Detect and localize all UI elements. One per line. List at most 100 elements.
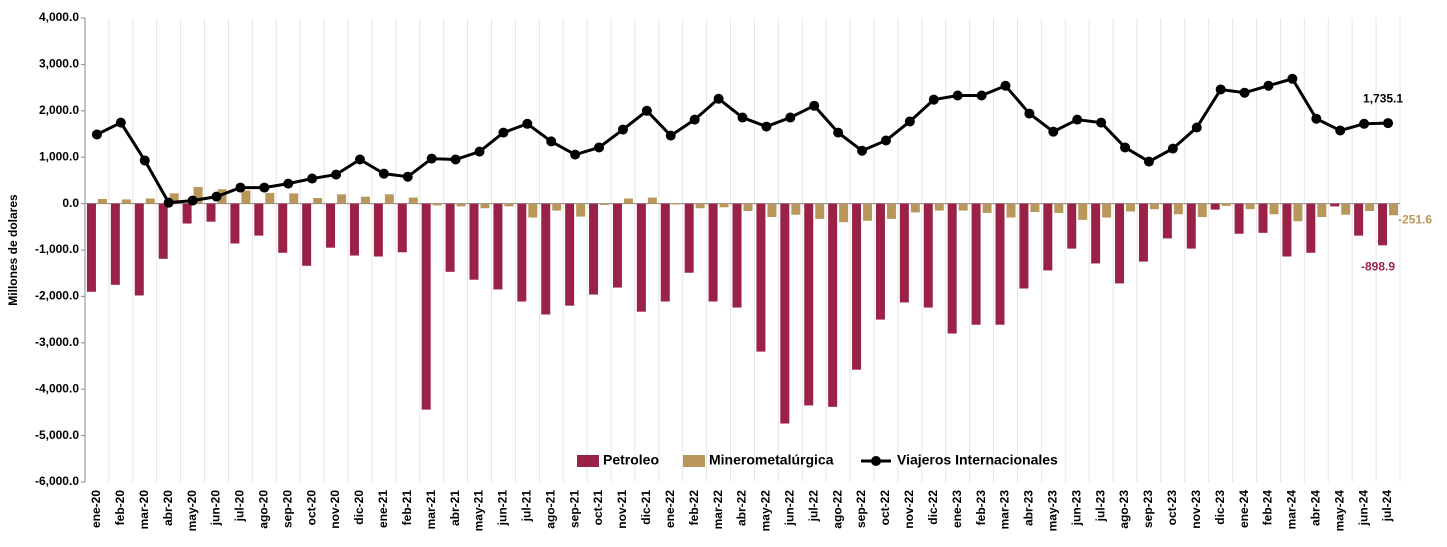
x-tick-label: may-20 — [185, 490, 199, 532]
bar — [517, 203, 527, 302]
marker — [115, 117, 126, 128]
marker — [259, 182, 270, 193]
bar — [791, 203, 801, 215]
bar — [313, 198, 323, 204]
marker — [1024, 108, 1035, 119]
bar — [982, 203, 992, 213]
bar — [349, 203, 359, 256]
bar — [780, 203, 790, 424]
marker — [928, 94, 939, 105]
bar — [302, 203, 312, 266]
bar — [1341, 203, 1351, 215]
y-tick-label: 2,000.0 — [39, 103, 79, 117]
x-tick-label: sep-21 — [567, 490, 581, 528]
marker — [1215, 84, 1226, 95]
bar — [182, 203, 192, 224]
bar — [899, 203, 909, 303]
bar — [1389, 203, 1399, 216]
bar — [695, 203, 705, 209]
bar — [397, 203, 407, 253]
x-tick-label: abr-23 — [1022, 490, 1036, 526]
bar — [576, 203, 586, 217]
x-tick-label: may-23 — [1045, 490, 1059, 532]
x-tick-label: oct-20 — [304, 490, 318, 526]
bar — [1162, 203, 1172, 239]
marker — [1000, 80, 1011, 91]
bar — [623, 198, 633, 204]
legend-label: Viajeros Internacionales — [897, 452, 1058, 468]
x-tick-label: mar-21 — [424, 490, 438, 530]
marker — [1263, 80, 1274, 91]
marker — [163, 197, 174, 208]
x-tick-label: sep-20 — [280, 490, 294, 528]
bar — [708, 203, 718, 302]
x-tick-label: jun-21 — [496, 490, 510, 527]
marker — [402, 171, 413, 182]
marker — [641, 105, 652, 116]
x-tick-label: jun-20 — [209, 490, 223, 527]
bar — [671, 203, 681, 205]
x-tick-label: jul-22 — [806, 490, 820, 523]
bar — [134, 203, 144, 296]
marker — [1120, 142, 1131, 153]
bar — [206, 203, 216, 222]
legend-label: Petroleo — [603, 452, 659, 468]
bar — [1043, 203, 1053, 271]
bar — [1186, 203, 1196, 249]
y-tick-label: -2,000.0 — [35, 289, 79, 303]
data-label: 1,735.1 — [1363, 91, 1403, 105]
x-tick-label: dic-21 — [639, 490, 653, 525]
x-tick-label: jul-23 — [1093, 490, 1107, 523]
x-tick-label: oct-21 — [591, 490, 605, 526]
bar — [828, 203, 838, 407]
bar — [1234, 203, 1244, 234]
marker — [833, 127, 844, 138]
marker — [211, 191, 222, 202]
bar — [373, 203, 383, 257]
x-tick-label: mar-22 — [711, 490, 725, 530]
marker — [450, 154, 461, 165]
x-tick-label: sep-22 — [854, 490, 868, 528]
bar — [923, 203, 933, 308]
x-tick-label: nov-23 — [1189, 490, 1203, 529]
bar — [158, 203, 168, 259]
x-tick-label: oct-23 — [1165, 490, 1179, 526]
marker — [546, 136, 557, 147]
bar — [732, 203, 742, 308]
bar — [1115, 203, 1125, 284]
bar — [1138, 203, 1148, 262]
bar — [217, 189, 227, 204]
bar — [995, 203, 1005, 325]
bar — [1091, 203, 1101, 264]
x-tick-label: nov-20 — [328, 490, 342, 529]
x-tick-label: jun-22 — [782, 490, 796, 527]
bar — [528, 203, 538, 218]
marker — [570, 149, 581, 160]
bar — [145, 198, 155, 204]
bar — [1078, 203, 1088, 220]
marker — [139, 155, 150, 166]
x-tick-label: ago-22 — [830, 490, 844, 529]
bar — [1197, 203, 1207, 218]
y-tick-label: 4,000.0 — [39, 10, 79, 24]
bar — [756, 203, 766, 352]
marker — [1072, 114, 1083, 125]
bar — [612, 203, 622, 288]
marker — [857, 145, 868, 156]
x-tick-label: abr-20 — [161, 490, 175, 526]
bar — [1330, 203, 1340, 207]
bar — [1173, 203, 1183, 215]
x-tick-label: sep-23 — [1141, 490, 1155, 528]
bar — [504, 203, 514, 207]
bar — [767, 203, 777, 218]
marker — [809, 100, 820, 111]
bar — [910, 203, 920, 213]
marker — [880, 135, 891, 146]
bar — [684, 203, 694, 273]
bar — [97, 198, 107, 204]
marker — [283, 178, 294, 189]
bar — [947, 203, 957, 334]
x-tick-label: dic-20 — [352, 490, 366, 525]
marker — [665, 130, 676, 141]
x-tick-label: abr-22 — [735, 490, 749, 526]
